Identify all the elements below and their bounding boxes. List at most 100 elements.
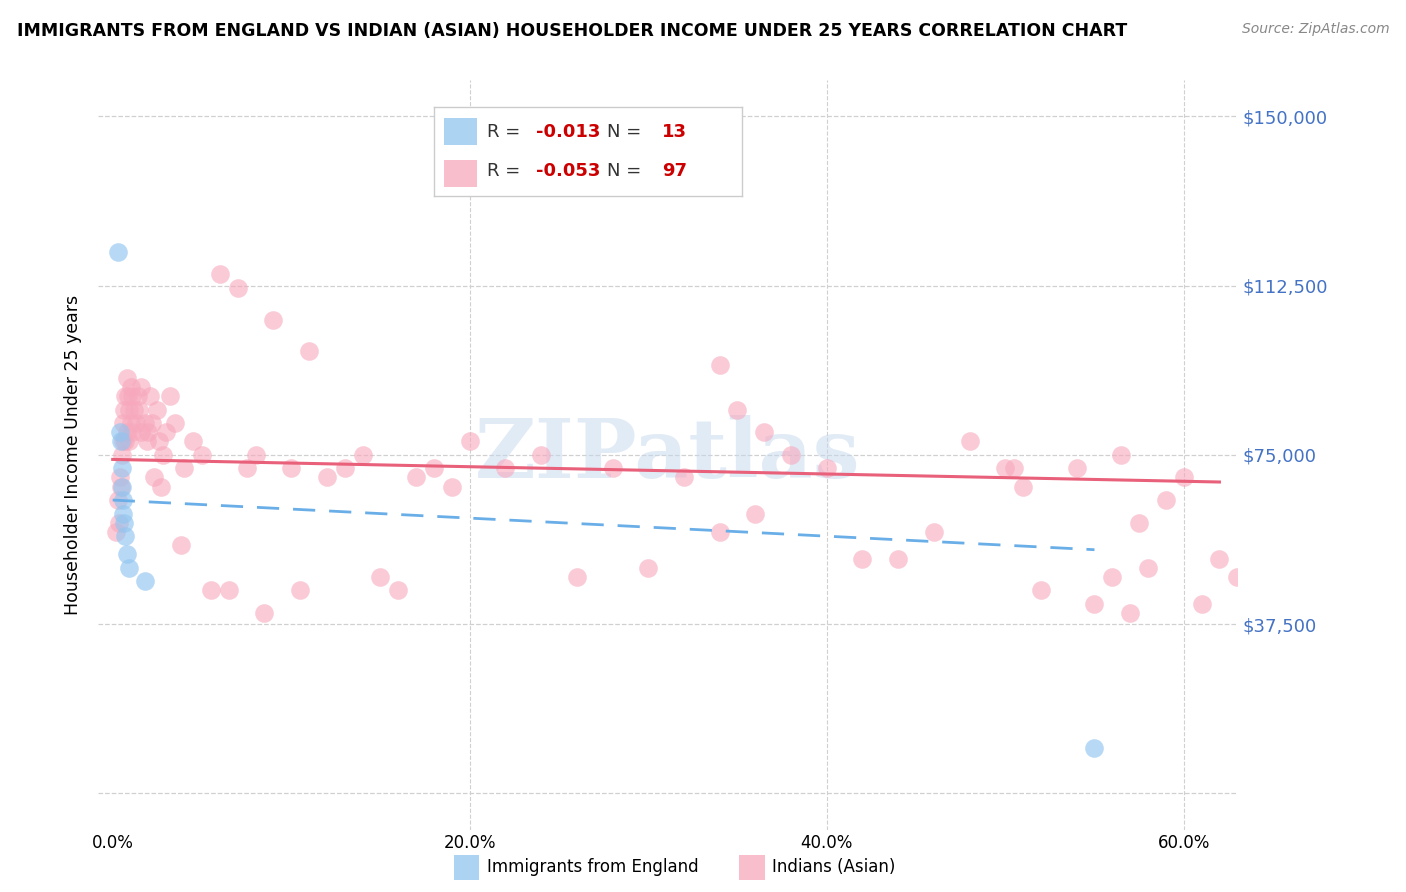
- Point: [922, 524, 945, 539]
- Point: [121, 389, 143, 403]
- Point: [1012, 479, 1035, 493]
- Point: [245, 448, 267, 462]
- Bar: [454, 855, 479, 880]
- Point: [1119, 606, 1142, 620]
- Text: ZIPatlas: ZIPatlas: [475, 415, 860, 495]
- Point: [105, 524, 128, 539]
- Point: [169, 538, 191, 552]
- Point: [117, 389, 139, 403]
- Point: [152, 448, 174, 462]
- Point: [118, 402, 141, 417]
- Point: [298, 344, 321, 359]
- Point: [155, 425, 177, 440]
- Point: [440, 479, 463, 493]
- Point: [423, 461, 446, 475]
- Point: [1101, 570, 1123, 584]
- Point: [108, 425, 131, 440]
- Point: [107, 244, 129, 259]
- Point: [125, 417, 148, 431]
- Point: [108, 516, 131, 530]
- Point: [134, 417, 156, 431]
- Point: [142, 470, 165, 484]
- Point: [851, 551, 873, 566]
- Point: [148, 434, 170, 449]
- Point: [115, 547, 138, 561]
- Point: [138, 425, 160, 440]
- Point: [672, 470, 695, 484]
- Point: [530, 448, 553, 462]
- Point: [744, 507, 766, 521]
- Point: [128, 402, 150, 417]
- Point: [115, 425, 138, 440]
- Point: [115, 371, 138, 385]
- Point: [121, 425, 143, 440]
- Point: [994, 461, 1017, 475]
- Point: [111, 461, 134, 475]
- Point: [815, 461, 838, 475]
- Point: [288, 583, 311, 598]
- Point: [280, 461, 302, 475]
- Point: [111, 434, 134, 449]
- Point: [112, 402, 135, 417]
- Point: [111, 493, 134, 508]
- Point: [226, 281, 249, 295]
- Point: [110, 479, 132, 493]
- Point: [134, 574, 156, 589]
- Point: [1137, 561, 1160, 575]
- Point: [602, 461, 624, 475]
- Point: [458, 434, 481, 449]
- Point: [165, 417, 187, 431]
- Point: [1208, 551, 1230, 566]
- Point: [1173, 470, 1195, 484]
- Point: [114, 389, 136, 403]
- Point: [1128, 516, 1150, 530]
- Point: [316, 470, 339, 484]
- Point: [887, 551, 910, 566]
- Point: [181, 434, 204, 449]
- Point: [253, 606, 276, 620]
- Point: [120, 417, 142, 431]
- Point: [709, 358, 731, 372]
- Point: [235, 461, 257, 475]
- Point: [135, 434, 157, 449]
- Point: [1083, 597, 1105, 611]
- Point: [149, 479, 172, 493]
- Point: [494, 461, 516, 475]
- Point: [122, 402, 145, 417]
- Point: [139, 389, 162, 403]
- Y-axis label: Householder Income Under 25 years: Householder Income Under 25 years: [65, 295, 83, 615]
- Point: [218, 583, 240, 598]
- Point: [1244, 493, 1267, 508]
- Point: [1154, 493, 1177, 508]
- Point: [1029, 583, 1052, 598]
- Point: [111, 448, 134, 462]
- Point: [173, 461, 195, 475]
- Point: [709, 524, 731, 539]
- Text: Indians (Asian): Indians (Asian): [772, 858, 896, 877]
- Point: [1002, 461, 1025, 475]
- Point: [352, 448, 374, 462]
- Point: [1109, 448, 1132, 462]
- Text: IMMIGRANTS FROM ENGLAND VS INDIAN (ASIAN) HOUSEHOLDER INCOME UNDER 25 YEARS CORR: IMMIGRANTS FROM ENGLAND VS INDIAN (ASIAN…: [17, 22, 1128, 40]
- Point: [120, 380, 142, 394]
- Point: [114, 529, 136, 543]
- Point: [780, 448, 803, 462]
- Point: [208, 268, 231, 282]
- Point: [108, 470, 131, 484]
- Point: [111, 479, 134, 493]
- Point: [112, 417, 135, 431]
- Point: [129, 425, 152, 440]
- Point: [1226, 570, 1249, 584]
- Point: [141, 417, 163, 431]
- Point: [1066, 461, 1088, 475]
- Point: [112, 516, 135, 530]
- Text: Immigrants from England: Immigrants from England: [486, 858, 699, 877]
- Point: [959, 434, 981, 449]
- Point: [333, 461, 356, 475]
- Point: [405, 470, 427, 484]
- Point: [159, 389, 181, 403]
- Point: [200, 583, 222, 598]
- Point: [262, 312, 284, 326]
- Text: Source: ZipAtlas.com: Source: ZipAtlas.com: [1241, 22, 1389, 37]
- Point: [1083, 741, 1105, 756]
